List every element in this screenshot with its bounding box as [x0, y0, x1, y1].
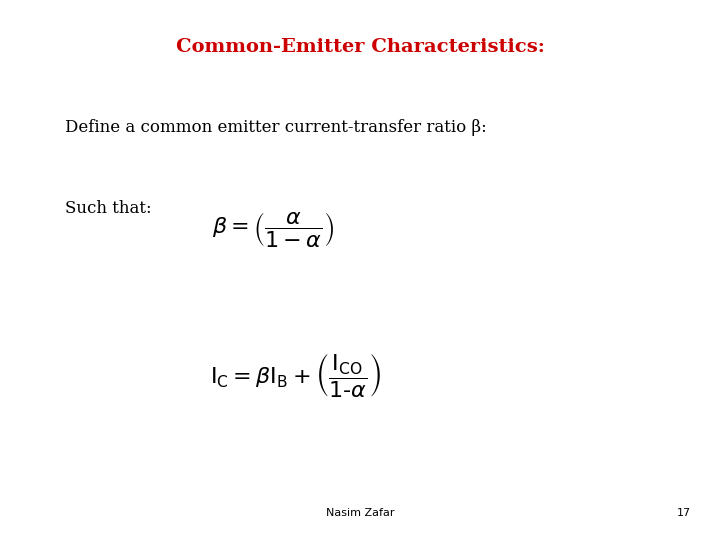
Text: Nasim Zafar: Nasim Zafar [325, 508, 395, 518]
Text: 17: 17 [677, 508, 691, 518]
Text: Common-Emitter Characteristics:: Common-Emitter Characteristics: [176, 38, 544, 56]
Text: Define a common emitter current-transfer ratio β:: Define a common emitter current-transfer… [65, 119, 487, 136]
Text: Such that:: Such that: [65, 200, 151, 217]
Text: $\mathrm{I_C} = \beta\mathrm{I_B} + \left(\dfrac{\mathrm{I_{CO}}}{1\text{-}\alph: $\mathrm{I_C} = \beta\mathrm{I_B} + \lef… [210, 352, 381, 399]
Text: $\beta = \left(\dfrac{\alpha}{1-\alpha}\right)$: $\beta = \left(\dfrac{\alpha}{1-\alpha}\… [212, 210, 335, 249]
